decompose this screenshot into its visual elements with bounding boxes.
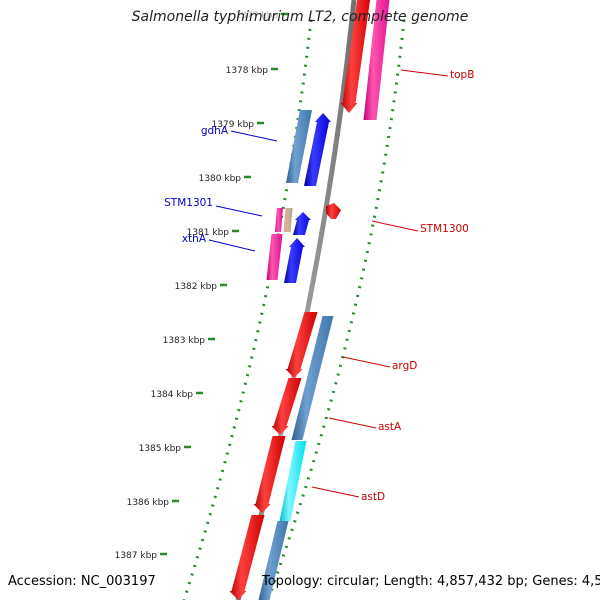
outer-dotted-arc-left (182, 19, 313, 601)
gene-leader-line (328, 417, 377, 429)
scale-tick-label: 1379 kbp (212, 120, 255, 130)
gene-block-astD-cyan[interactable] (279, 441, 307, 521)
gene-leader-line (215, 205, 263, 217)
gene-block-argD-steel[interactable] (291, 316, 334, 440)
scale-tick-label: 1385 kbp (139, 444, 182, 454)
gene-label-group: topB gdhA STM1301 STM1300 xthA argD astA astD (164, 69, 474, 503)
scale-tick-label: 1384 kbp (151, 390, 194, 400)
gene-label-STM1300[interactable]: STM1300 (420, 223, 469, 235)
scale-tick-label: 1383 kbp (163, 336, 206, 346)
scale-tick-label: 1378 kbp (226, 66, 269, 76)
gene-leader-line (311, 486, 360, 498)
gene-arrow-astA-red[interactable] (271, 378, 302, 435)
gene-leader-line (400, 69, 449, 77)
accession-text: Accession: NC_003197 (8, 574, 156, 589)
scale-tick-label: 1377 kbp (236, 11, 279, 21)
gene-arrow-STM1300[interactable] (326, 203, 341, 219)
gene-block-xthA-pink[interactable] (266, 234, 283, 280)
gene-label-astA[interactable]: astA (378, 421, 402, 433)
gene-label-gdhA[interactable]: gdhA (201, 125, 229, 137)
gene-block-STM1301-tan[interactable] (283, 208, 293, 232)
scale-tick-label: 1380 kbp (199, 174, 242, 184)
gene-block-gdhA-steel[interactable] (286, 110, 312, 183)
genome-title: Salmonella typhimurium LT2, complete gen… (131, 9, 469, 25)
gene-label-STM1301[interactable]: STM1301 (164, 197, 213, 209)
scale-tick-label: 1381 kbp (187, 228, 230, 238)
topology-text: Topology: circular; Length: 4,857,432 bp… (262, 574, 600, 589)
scale-tick-label: 1386 kbp (127, 498, 170, 508)
gene-arrow-STM1301-blue[interactable] (293, 212, 311, 235)
gene-label-astD[interactable]: astD (361, 491, 385, 503)
gene-features (229, 0, 391, 600)
gene-arrow-topB[interactable] (340, 0, 372, 113)
gene-arrow-gdhA-blue[interactable] (304, 113, 331, 186)
gene-label-topB[interactable]: topB (450, 69, 474, 81)
gene-arrow-argD-red[interactable] (285, 312, 318, 378)
gene-leader-line (208, 239, 256, 252)
gene-leader-line (371, 220, 419, 232)
gene-arrow-astD-red[interactable] (253, 436, 286, 513)
gene-arrow-xthA-blue[interactable] (284, 238, 305, 283)
gene-leader-line (230, 130, 278, 142)
gene-label-xthA[interactable]: xthA (182, 233, 207, 245)
gene-leader-line (342, 356, 391, 368)
gene-arrow-bottom-red[interactable] (229, 515, 265, 600)
gene-block-STM1301-pink[interactable] (275, 208, 283, 232)
gene-block-pink-top[interactable] (363, 0, 391, 120)
gene-label-argD[interactable]: argD (392, 360, 417, 372)
genome-backbone (235, 0, 357, 601)
scale-tick-label: 1387 kbp (115, 551, 158, 561)
scale-tick-label: 1382 kbp (175, 282, 218, 292)
scale-ticks: 1377 kbp 1378 kbp 1379 kbp 1380 kbp 1381 kbp… (115, 11, 288, 561)
outer-dotted-arc-right (266, 19, 406, 601)
gene-block-bottom-steel[interactable] (258, 521, 289, 600)
